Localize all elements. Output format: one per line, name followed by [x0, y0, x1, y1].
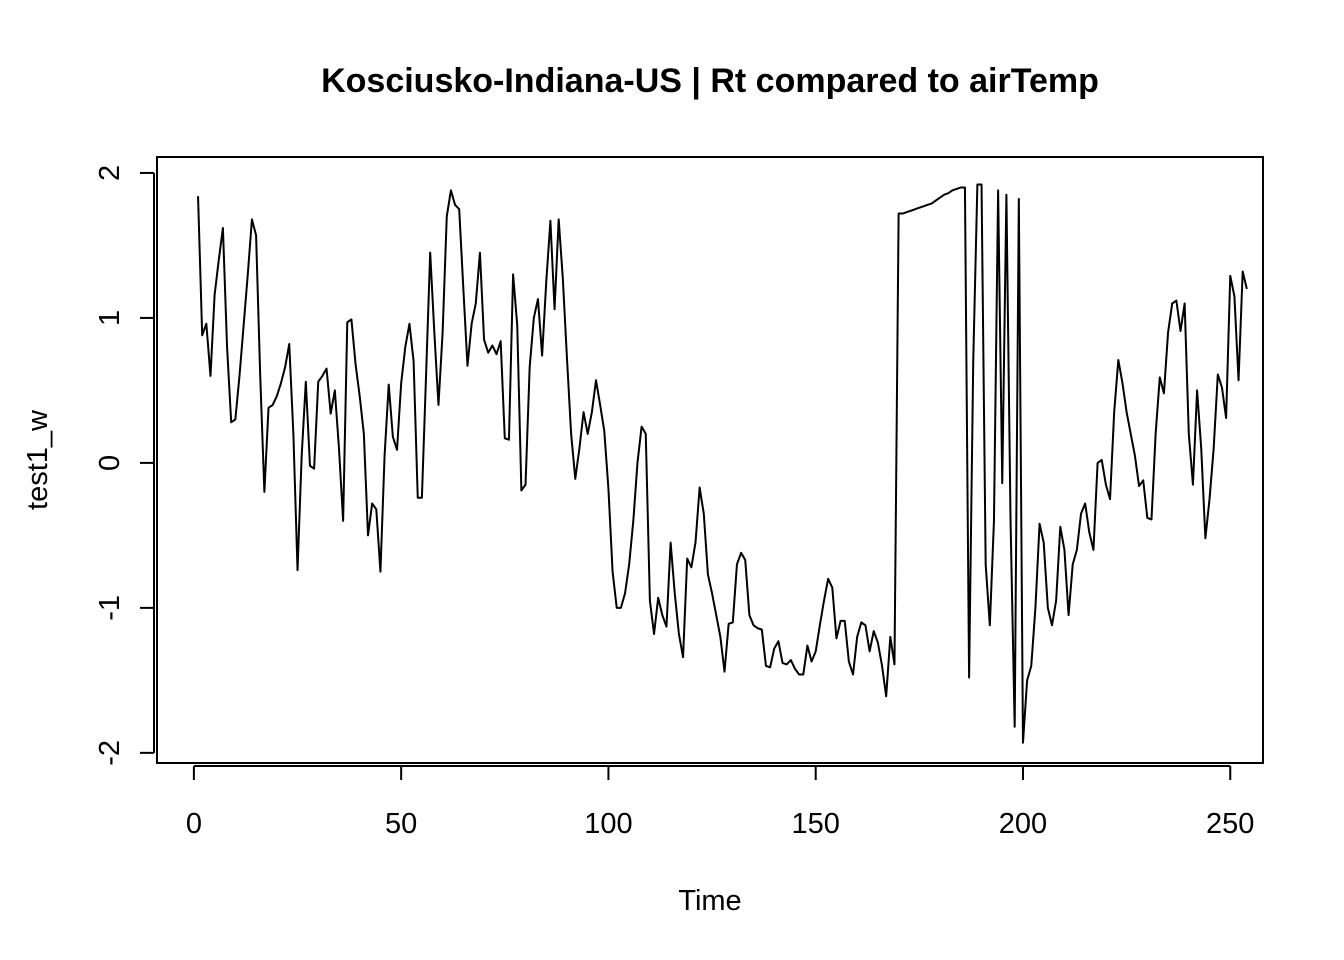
x-axis: 0 50 100 150 200 250: [186, 765, 1254, 840]
x-tick-label: 0: [186, 808, 202, 840]
y-tick-label: -2: [94, 740, 126, 766]
series-line: [197, 183, 1248, 744]
x-tick-label: 100: [584, 808, 632, 840]
x-axis-label: Time: [678, 885, 741, 917]
plot-frame: [156, 156, 1264, 764]
x-tick-label: 250: [1206, 808, 1254, 840]
x-tick-label: 200: [999, 808, 1047, 840]
y-tick-label: 0: [94, 455, 126, 471]
x-tick-label: 150: [792, 808, 840, 840]
y-tick-label: 1: [94, 310, 126, 326]
x-tick-label: 50: [385, 808, 417, 840]
y-tick-label: -1: [94, 595, 126, 621]
y-axis-label: test1_w: [22, 409, 54, 510]
y-tick-label: 2: [94, 165, 126, 181]
chart-title: Kosciusko-Indiana-US | Rt compared to ai…: [321, 62, 1099, 100]
y-axis: -2 -1 0 1 2: [94, 165, 155, 766]
